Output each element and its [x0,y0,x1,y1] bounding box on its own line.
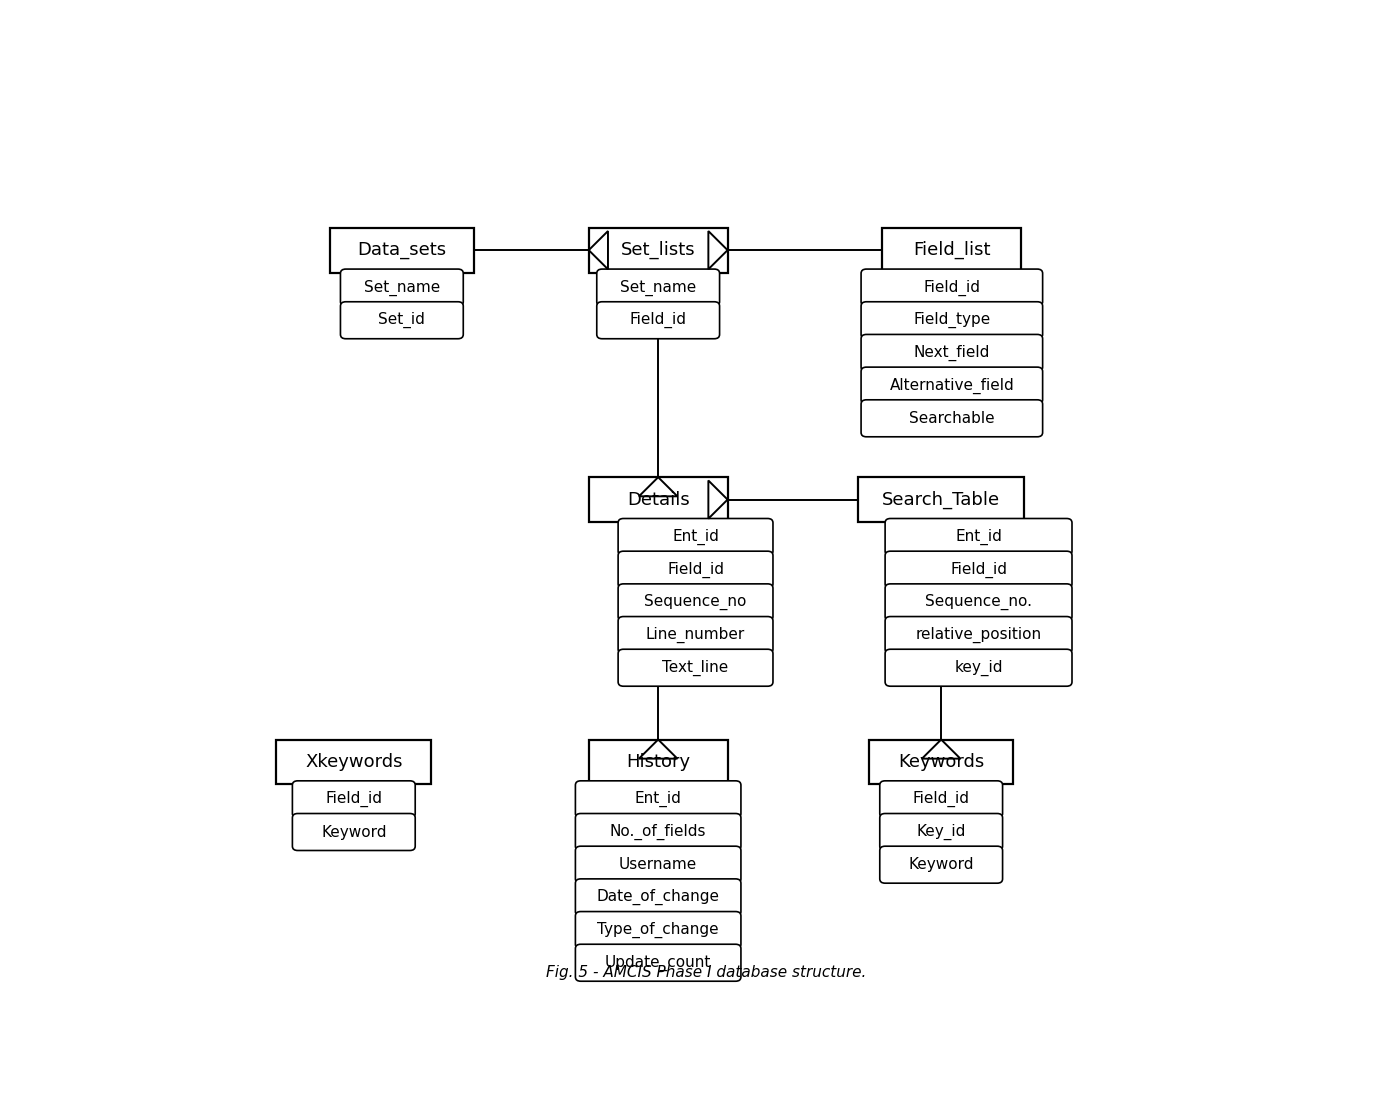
FancyBboxPatch shape [597,302,719,338]
Text: Ent_id: Ent_id [672,528,719,545]
Text: key_id: key_id [955,660,1003,676]
Bar [588,477,728,522]
FancyBboxPatch shape [861,302,1043,338]
FancyBboxPatch shape [576,911,741,948]
FancyBboxPatch shape [861,334,1043,372]
Text: Ent_id: Ent_id [955,528,1002,545]
Text: Update_count: Update_count [605,955,711,971]
Bar [858,477,1024,522]
FancyBboxPatch shape [576,944,741,981]
FancyBboxPatch shape [885,617,1072,653]
Text: Key_id: Key_id [916,824,966,840]
FancyBboxPatch shape [576,813,741,850]
FancyBboxPatch shape [576,847,741,884]
FancyBboxPatch shape [340,302,463,338]
Bar [588,228,728,273]
FancyBboxPatch shape [879,781,1003,818]
FancyBboxPatch shape [879,847,1003,884]
FancyBboxPatch shape [885,649,1072,686]
Bar [329,228,474,273]
Text: Alternative_field: Alternative_field [889,378,1014,393]
FancyBboxPatch shape [861,269,1043,306]
FancyBboxPatch shape [879,813,1003,850]
Text: Keyword: Keyword [321,824,387,840]
FancyBboxPatch shape [619,584,773,621]
Text: Line_number: Line_number [646,627,745,643]
Text: Sequence_no: Sequence_no [645,594,747,611]
Text: Set_name: Set_name [620,279,696,296]
Bar [882,228,1021,273]
Text: History: History [626,753,690,771]
Text: Next_field: Next_field [914,345,989,361]
Text: Data_sets: Data_sets [357,241,446,259]
Bar [870,739,1013,784]
Text: Field_id: Field_id [923,279,980,296]
Text: Field_id: Field_id [949,562,1007,577]
Text: Fig. 5 - AMCIS Phase I database structure.: Fig. 5 - AMCIS Phase I database structur… [546,965,867,980]
FancyBboxPatch shape [292,813,415,850]
Text: Text_line: Text_line [663,660,729,676]
FancyBboxPatch shape [340,269,463,306]
Text: Searchable: Searchable [909,411,995,426]
Text: Ent_id: Ent_id [635,791,682,808]
Text: Sequence_no.: Sequence_no. [925,594,1032,611]
Text: Keyword: Keyword [908,857,974,872]
FancyBboxPatch shape [885,551,1072,589]
Text: Field_id: Field_id [325,791,382,808]
Text: Username: Username [619,857,697,872]
FancyBboxPatch shape [885,584,1072,621]
Text: Set_id: Set_id [379,312,426,328]
FancyBboxPatch shape [861,400,1043,437]
Text: Field_id: Field_id [630,312,686,328]
Text: Details: Details [627,490,689,508]
FancyBboxPatch shape [619,518,773,555]
FancyBboxPatch shape [619,551,773,589]
FancyBboxPatch shape [619,617,773,653]
Text: Search_Table: Search_Table [882,490,1000,508]
FancyBboxPatch shape [597,269,719,306]
Bar [277,739,431,784]
Text: Xkeywords: Xkeywords [305,753,402,771]
FancyBboxPatch shape [292,781,415,818]
Text: No._of_fields: No._of_fields [610,824,707,840]
FancyBboxPatch shape [619,649,773,686]
Text: relative_position: relative_position [915,627,1042,643]
Text: Field_id: Field_id [667,562,723,577]
Text: Type_of_change: Type_of_change [597,922,719,938]
FancyBboxPatch shape [576,879,741,916]
Text: Set_name: Set_name [364,279,440,296]
FancyBboxPatch shape [576,781,741,818]
Text: Set_lists: Set_lists [621,241,696,259]
Text: Keywords: Keywords [898,753,984,771]
Bar [588,739,728,784]
FancyBboxPatch shape [861,367,1043,404]
Text: Date_of_change: Date_of_change [597,889,719,906]
Text: Field_id: Field_id [912,791,970,808]
Text: Field_type: Field_type [914,312,991,328]
FancyBboxPatch shape [885,518,1072,555]
Text: Field_list: Field_list [914,241,991,259]
